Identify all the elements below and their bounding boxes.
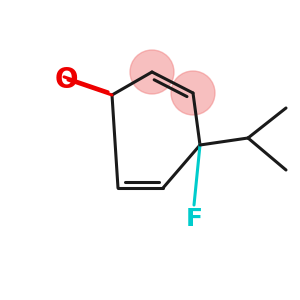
Circle shape [171, 71, 215, 115]
Text: F: F [185, 207, 203, 231]
Circle shape [130, 50, 174, 94]
Text: O: O [54, 66, 78, 94]
